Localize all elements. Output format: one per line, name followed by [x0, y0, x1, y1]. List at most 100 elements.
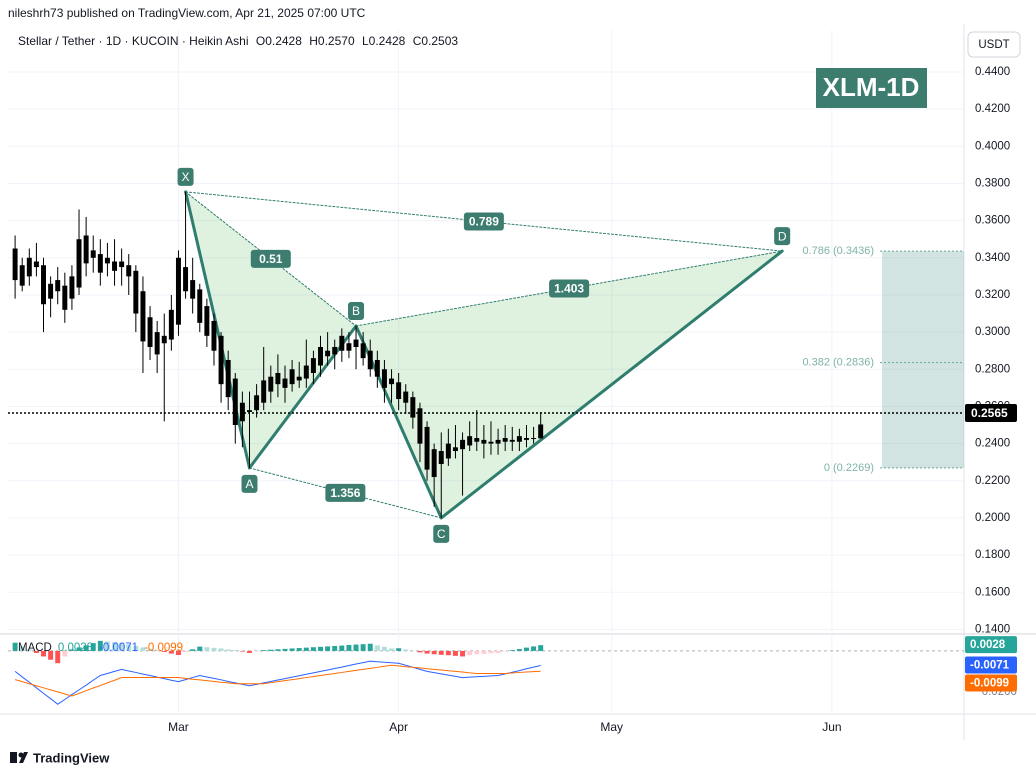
candle-body	[232, 378, 238, 426]
macd-badge-label: -0.0071	[970, 659, 1010, 671]
histogram-bar	[374, 645, 380, 651]
histogram-bar	[481, 650, 487, 654]
candle-body	[318, 346, 323, 366]
candle-body	[509, 439, 515, 442]
candle-body	[332, 346, 338, 355]
point-box	[433, 524, 450, 543]
ratio-label: 1.403	[554, 282, 584, 296]
histogram-bar	[69, 649, 75, 651]
histogram-bar	[452, 650, 458, 656]
candle-body	[76, 239, 82, 288]
candle-body	[48, 283, 54, 299]
macd-legend-value: 0.0028	[58, 642, 93, 654]
ohlc-open: O0.2428	[256, 34, 302, 48]
histogram-bar	[133, 645, 139, 651]
macd-line	[14, 660, 541, 705]
histogram-bar	[119, 642, 125, 651]
candle-body	[133, 270, 139, 314]
candle-body	[502, 438, 508, 442]
histogram-bar	[140, 647, 146, 651]
footer-logo	[10, 752, 28, 763]
x-tick-label: Apr	[389, 720, 408, 734]
ratio-label: 1.356	[330, 486, 360, 500]
candle-body	[339, 335, 345, 351]
point-label: B	[352, 304, 360, 318]
histogram-bar	[33, 650, 39, 653]
candle-body	[168, 309, 174, 340]
candle-body	[438, 451, 444, 465]
signal-line	[14, 664, 541, 697]
histogram-bar	[318, 646, 323, 651]
candle-body	[296, 376, 302, 381]
candle-body	[83, 235, 89, 264]
candle-body	[119, 261, 125, 268]
candle-body	[26, 257, 32, 277]
histogram-bar	[353, 644, 359, 651]
candle-body	[90, 250, 96, 258]
candle-body	[481, 439, 487, 444]
macd-badge	[965, 674, 1017, 692]
histogram-bar	[239, 650, 245, 652]
histogram-bar	[467, 650, 473, 656]
histogram-bar	[431, 650, 437, 655]
candle-body	[410, 397, 416, 418]
macd-badge-label: -0.0099	[970, 677, 1009, 689]
pattern-ratio-line	[248, 467, 442, 519]
histogram-bar	[183, 650, 189, 653]
histogram-bar	[339, 645, 345, 651]
candle-body	[55, 280, 61, 292]
y-tick-label: 0.3000	[975, 326, 1010, 338]
y-tick-label: 0.2200	[975, 475, 1010, 487]
candle-body	[211, 320, 217, 351]
y-tick-label: 0.4000	[975, 140, 1010, 152]
currency-box[interactable]	[967, 31, 1021, 58]
histogram-bar	[190, 649, 196, 651]
histogram-bar	[296, 648, 302, 651]
x-tick-label: Mar	[168, 720, 189, 734]
ratio-box	[549, 279, 590, 298]
y-tick-label: 0.4200	[975, 103, 1010, 115]
histogram-bar	[232, 650, 238, 651]
fib-zone	[882, 251, 964, 468]
candle-body	[396, 382, 402, 400]
point-label: A	[245, 477, 253, 491]
candle-body	[523, 438, 529, 440]
histogram-bar	[381, 646, 387, 651]
y-tick-label: 0.3400	[975, 252, 1010, 264]
histogram-bar	[218, 648, 224, 651]
currency: USDT	[978, 39, 1009, 51]
y-tick-label: 0.4400	[975, 66, 1010, 78]
footer: TradingView	[33, 750, 110, 765]
histogram-bar	[509, 650, 515, 651]
candle-body	[161, 335, 167, 344]
histogram-bar	[204, 647, 210, 651]
pattern-leg	[247, 324, 358, 470]
histogram-bar	[403, 649, 409, 651]
candle-body	[495, 439, 501, 444]
histogram-bar	[460, 650, 466, 657]
histogram-bar	[303, 647, 309, 651]
candle-body	[97, 254, 103, 273]
candle-body	[531, 438, 537, 440]
x-tick-label: May	[600, 720, 623, 734]
ratio-label: 0.789	[469, 215, 499, 229]
ratio-box	[250, 249, 291, 268]
candle-body	[218, 335, 224, 385]
histogram-bar	[289, 648, 295, 651]
candle-body	[282, 378, 288, 388]
histogram-bar	[438, 650, 444, 655]
last-price-label: 0.2565	[971, 406, 1008, 420]
macd-legend-value: -0.0071	[99, 642, 138, 654]
candle-body	[254, 395, 260, 411]
candle-body	[140, 291, 146, 342]
candle-body	[289, 369, 295, 385]
ratio-label: 0.51	[259, 252, 283, 266]
candle-body	[353, 339, 359, 347]
badge: XLM-1D	[823, 72, 920, 102]
candle-body	[381, 369, 387, 388]
histogram-bar	[19, 646, 25, 651]
histogram-bar	[268, 649, 274, 651]
legend: Stellar / Tether · 1D · KUCOIN · Heikin …	[18, 34, 458, 48]
candle-body	[474, 438, 480, 442]
histogram-bar	[48, 650, 54, 660]
